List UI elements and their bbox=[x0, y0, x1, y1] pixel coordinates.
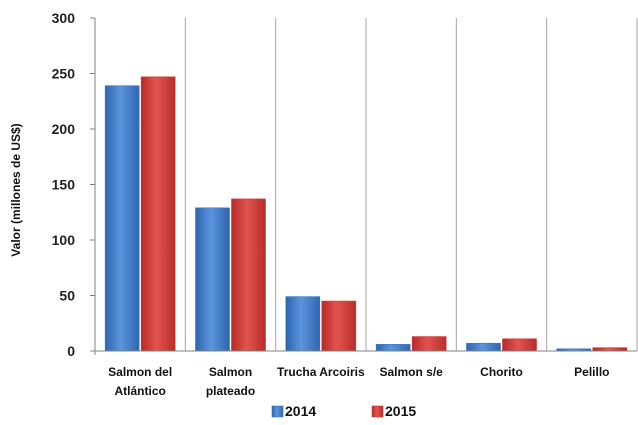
bar-2015-4 bbox=[502, 338, 537, 352]
x-category-label: plateado bbox=[206, 384, 255, 398]
x-category-label: Salmon bbox=[209, 365, 252, 379]
bar-2014-1 bbox=[195, 207, 230, 352]
y-tick-label: 100 bbox=[52, 232, 76, 248]
x-category-label: Salmon del bbox=[108, 365, 172, 379]
bar-2014-4 bbox=[466, 342, 501, 352]
bar-2014-3 bbox=[375, 344, 411, 352]
x-category-label: Trucha Arcoiris bbox=[277, 365, 365, 379]
x-category-label: Atlántico bbox=[114, 384, 165, 398]
bar-2014-0 bbox=[104, 85, 140, 352]
y-tick-label: 250 bbox=[52, 66, 76, 82]
legend-label-2014: 2014 bbox=[285, 403, 316, 419]
bar-2015-3 bbox=[411, 336, 447, 352]
legend-swatch-2014 bbox=[271, 405, 284, 418]
bar-2014-2 bbox=[285, 296, 321, 352]
x-category-label: Chorito bbox=[480, 365, 523, 379]
x-category-label: Salmon s/e bbox=[379, 365, 443, 379]
x-category-label: Pelillo bbox=[574, 365, 609, 379]
y-tick-label: 150 bbox=[52, 177, 76, 193]
bar-2015-2 bbox=[321, 300, 357, 352]
y-tick-label: 0 bbox=[67, 343, 75, 359]
y-tick-label: 200 bbox=[52, 121, 76, 137]
y-axis-title: Valor (millones de US$) bbox=[9, 123, 23, 256]
bar-2015-0 bbox=[140, 76, 176, 352]
legend-swatch-2015 bbox=[371, 405, 384, 418]
y-tick-label: 300 bbox=[52, 10, 76, 26]
bar-2015-1 bbox=[231, 198, 266, 352]
y-tick-label: 50 bbox=[59, 288, 75, 304]
legend-label-2015: 2015 bbox=[385, 403, 416, 419]
